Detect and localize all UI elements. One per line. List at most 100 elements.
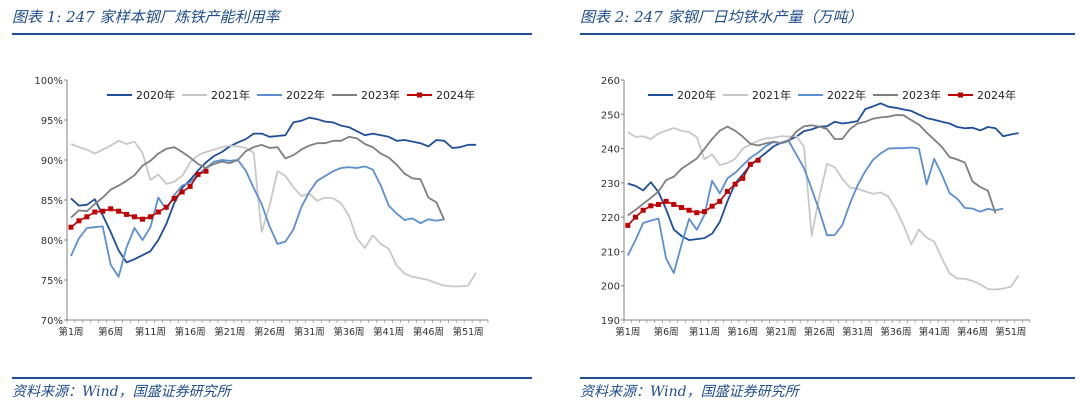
- series-line-2020: [70, 116, 477, 264]
- series-2024-marker: [187, 183, 193, 189]
- legend-label: 2020年: [136, 88, 175, 102]
- x-tick-label: 第51周: [453, 326, 484, 338]
- x-tick-label: 第41周: [919, 326, 950, 338]
- x-tick-label: 第51周: [995, 326, 1026, 338]
- series-2024-marker: [108, 206, 114, 212]
- series-2024-marker: [640, 207, 646, 213]
- chart-1-plot: 70% 75% 80% 85% 90% 95% 100% 第1周 第6周 第11周 第16周 第21周…: [34, 76, 489, 338]
- series-2024-marker: [732, 181, 738, 187]
- series-2024-marker: [632, 214, 638, 220]
- y-tick-label: 230: [601, 179, 620, 190]
- chart-1-title-rule: [12, 33, 532, 35]
- x-tick-label: 第46周: [413, 326, 444, 338]
- chart-2-title: 图表 2: 247 家钢厂日均铁水产量（万吨）: [580, 8, 863, 26]
- y-tick-label: 100%: [34, 76, 63, 87]
- series-2024-marker: [709, 203, 715, 209]
- series-line-2022: [70, 159, 445, 278]
- series-2024-marker: [724, 188, 730, 194]
- x-tick-label: 第11周: [689, 326, 720, 338]
- y-tick-label: 200: [601, 282, 620, 293]
- series-2024-marker: [147, 214, 153, 220]
- series-2024-marker: [179, 189, 185, 195]
- y-tick-label: 75%: [41, 276, 63, 287]
- x-tick-label: 第1周: [615, 326, 640, 338]
- series-2024-marker: [717, 198, 723, 204]
- series-2024-marker: [76, 218, 82, 224]
- x-tick-label: 第36周: [333, 326, 364, 338]
- series-line-2023: [627, 114, 997, 217]
- y-tick-label: 190: [601, 316, 620, 327]
- y-tick-label: 85%: [41, 196, 63, 207]
- series-2024-marker: [171, 195, 177, 201]
- x-tick-label: 第31周: [842, 326, 873, 338]
- series-line-2024: [70, 170, 207, 228]
- series-2024-marker: [195, 171, 201, 177]
- y-tick-label: 260: [601, 76, 620, 87]
- legend-label: 2020年: [677, 88, 716, 102]
- series-2024-marker: [100, 208, 106, 214]
- x-tick-label: 第11周: [135, 326, 166, 338]
- series-2024-marker: [92, 209, 98, 215]
- y-tick-label: 220: [601, 213, 620, 224]
- y-tick-label: 80%: [41, 236, 63, 247]
- chart-1-title: 图表 1: 247 家样本钢厂炼铁产能利用率: [12, 8, 280, 26]
- x-tick-label: 第21周: [765, 326, 796, 338]
- series-line-2022: [626, 140, 1004, 274]
- series-line-2021: [627, 127, 1020, 291]
- y-tick-label: 240: [601, 145, 620, 156]
- legend-label: 2024年: [977, 88, 1016, 102]
- series-2024-marker: [84, 214, 90, 220]
- chart-1-source-rule: [12, 377, 532, 379]
- series-2024-marker: [625, 222, 631, 228]
- series-2024-marker: [116, 208, 122, 214]
- series-2024-marker: [68, 224, 74, 230]
- series-line-2023: [70, 135, 446, 221]
- y-tick-label: 70%: [41, 316, 63, 327]
- series-line-2021: [70, 139, 477, 288]
- series-2024-marker: [203, 168, 209, 174]
- x-tick-label: 第46周: [957, 326, 988, 338]
- y-tick-label: 210: [601, 247, 620, 258]
- series-2024-marker: [686, 207, 692, 213]
- series-2024-marker: [678, 205, 684, 211]
- legend-label: 2023年: [361, 88, 400, 102]
- series-2024-marker: [124, 211, 130, 217]
- series-2024-marker: [132, 214, 138, 220]
- series-2024-marker: [671, 201, 677, 207]
- series-2024-marker: [663, 198, 669, 204]
- y-tick-label: 95%: [41, 116, 63, 127]
- series-2024-marker: [701, 209, 707, 215]
- series-2024-marker: [139, 216, 145, 222]
- x-tick-label: 第26周: [804, 326, 835, 338]
- series-2024-marker: [747, 161, 753, 167]
- series-2024-marker: [163, 204, 169, 210]
- x-tick-label: 第1周: [58, 326, 83, 338]
- series-2024-marker: [755, 157, 761, 163]
- x-tick-label: 第6周: [654, 326, 679, 338]
- chart-2-title-rule: [580, 33, 1075, 35]
- x-tick-label: 第6周: [98, 326, 123, 338]
- series-2024-marker: [694, 210, 700, 216]
- chart-1-source: 资料来源：Wind，国盛证券研究所: [12, 384, 231, 400]
- x-tick-label: 第16周: [175, 326, 206, 338]
- y-tick-label: 90%: [41, 156, 63, 167]
- legend-label: 2022年: [286, 88, 325, 102]
- series-2024-marker: [648, 203, 654, 209]
- chart-2-source: 资料来源：Wind，国盛证券研究所: [580, 384, 799, 400]
- legend-label: 2021年: [211, 88, 250, 102]
- x-tick-label: 第36周: [880, 326, 911, 338]
- left-panel: 图表 1: 247 家样本钢厂炼铁产能利用率 70% 75% 80% 85% 90% 95…: [12, 8, 532, 400]
- series-2024-marker: [155, 209, 161, 215]
- x-tick-label: 第16周: [727, 326, 758, 338]
- legend-marker: [417, 92, 422, 98]
- x-tick-label: 第31周: [294, 326, 325, 338]
- x-tick-label: 第26周: [254, 326, 285, 338]
- legend-label: 2024年: [436, 88, 475, 102]
- x-tick-label: 第41周: [373, 326, 404, 338]
- right-panel: 图表 2: 247 家钢厂日均铁水产量（万吨） 190 200 210 220 230 2…: [540, 0, 1080, 402]
- legend-marker: [958, 92, 963, 98]
- legend-label: 2021年: [752, 88, 791, 102]
- legend-label: 2023年: [902, 88, 941, 102]
- x-tick-label: 第21周: [214, 326, 245, 338]
